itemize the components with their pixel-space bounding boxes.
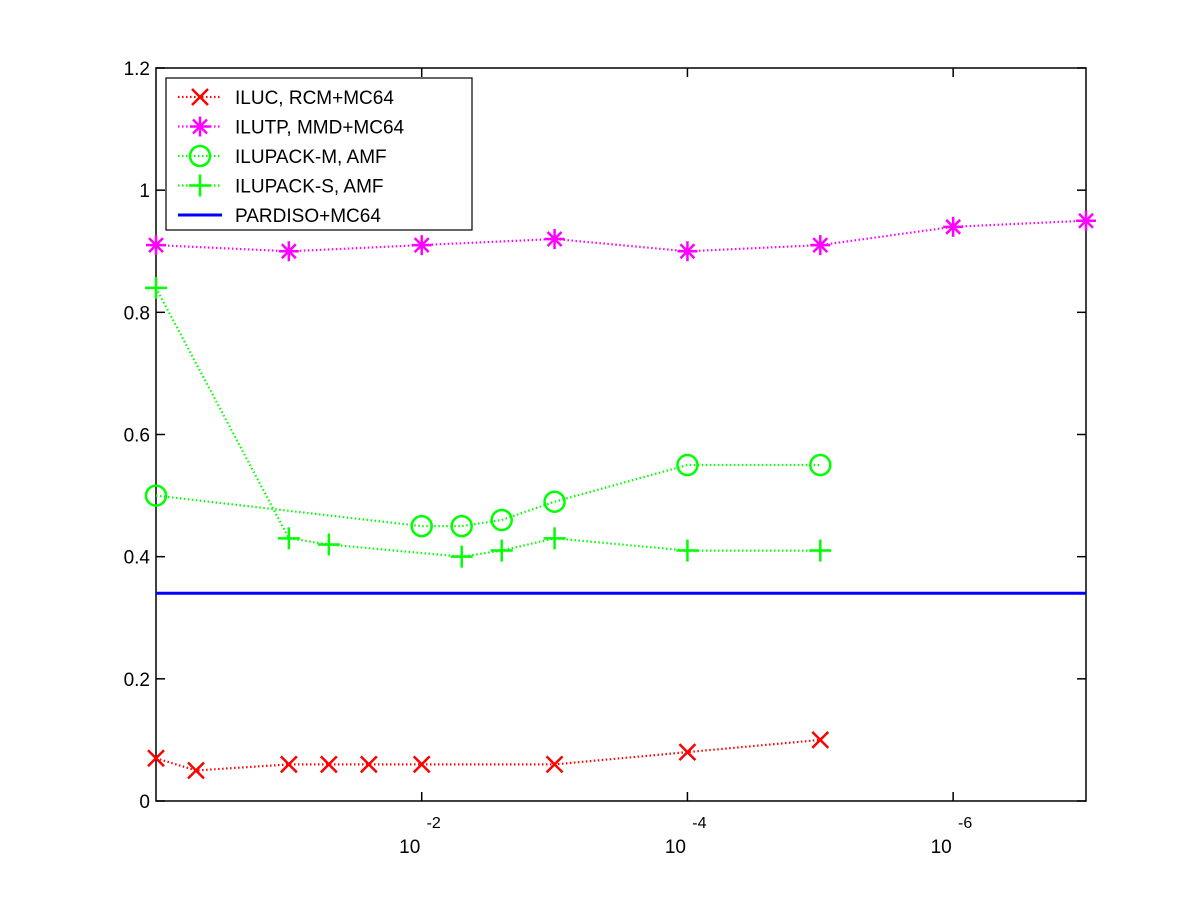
data-point-marker	[678, 743, 697, 762]
x-tick-label-exponent: -4	[692, 815, 706, 832]
legend-swatch-marker	[191, 88, 209, 106]
x-tick-label-base: 10	[665, 837, 686, 858]
data-point-marker	[490, 539, 513, 562]
data-point-marker	[319, 755, 338, 774]
legend-label: ILUC, RCM+MC64	[235, 88, 394, 109]
legend-entry: ILUPACK-M, AMF	[178, 144, 387, 168]
legend-entry: ILUTP, MMD+MC64	[178, 116, 405, 139]
data-point-marker	[317, 533, 340, 556]
legend-label: ILUTP, MMD+MC64	[235, 118, 405, 139]
y-tick-label: 0.4	[124, 548, 151, 569]
data-point-marker	[676, 539, 699, 562]
data-point-marker	[543, 490, 566, 513]
data-point-marker	[943, 216, 964, 237]
y-tick-label: 1.2	[124, 59, 150, 80]
y-tick-label: 1	[139, 181, 150, 202]
legend-entry: PARDISO+MC64	[178, 206, 381, 227]
legend-box	[165, 77, 473, 231]
data-point-marker	[809, 453, 832, 477]
legend-label: PARDISO+MC64	[235, 206, 381, 227]
legend-swatch-marker	[188, 144, 212, 168]
legend-entry: ILUC, RCM+MC64	[178, 88, 394, 109]
data-point-marker	[811, 731, 830, 749]
data-point-marker	[545, 755, 564, 774]
data-point-marker	[187, 761, 205, 780]
legend-label: ILUPACK-S, AMF	[235, 177, 384, 198]
data-point-marker	[1076, 210, 1096, 231]
data-point-marker	[278, 241, 299, 262]
axis-ticks	[156, 67, 1086, 802]
x-tick-label-exponent: -6	[958, 815, 972, 832]
series-line-0	[155, 738, 821, 772]
legend-swatch-marker	[190, 116, 210, 137]
data-point-marker	[144, 484, 168, 507]
series-line-1	[155, 219, 1087, 253]
y-tick-labels: 0 0.2 0.4 0.6 0.8 1 1.2	[124, 59, 151, 813]
y-tick-label: 0.2	[124, 670, 150, 691]
data-point-marker	[544, 229, 565, 250]
x-tick-labels: 10 -2 10 -4 10 -6	[399, 815, 972, 858]
legend-swatch-marker	[189, 174, 211, 197]
y-tick-label: 0	[139, 792, 150, 813]
data-point-marker	[450, 514, 473, 538]
x-tick-label-base: 10	[399, 837, 420, 858]
series-markers	[144, 210, 1096, 780]
data-point-marker	[543, 527, 566, 550]
data-point-marker	[410, 514, 433, 538]
data-point-marker	[147, 749, 165, 768]
data-point-marker	[676, 453, 699, 477]
data-point-marker	[810, 235, 831, 256]
data-point-marker	[359, 755, 378, 774]
legend: ILUC, RCM+MC64 ILUTP, MMD+MC64 ILUPACK-M, …	[165, 77, 473, 231]
x-tick-label-base: 10	[931, 837, 952, 858]
data-point-marker	[146, 235, 166, 256]
data-point-marker	[490, 508, 513, 532]
y-tick-label: 0.6	[124, 426, 150, 447]
data-point-marker	[277, 527, 300, 550]
legend-label: ILUPACK-M, AMF	[235, 147, 387, 168]
data-point-marker	[411, 235, 432, 256]
x-tick-label-exponent: -2	[427, 815, 441, 832]
series-lines	[155, 219, 1087, 772]
data-point-marker	[145, 276, 167, 299]
y-tick-label: 0.8	[124, 303, 150, 324]
data-point-marker	[279, 755, 298, 774]
data-point-marker	[412, 755, 431, 774]
data-point-marker	[809, 539, 832, 562]
data-point-marker	[677, 241, 698, 262]
legend-entry: ILUPACK-S, AMF	[178, 174, 384, 198]
data-point-marker	[450, 545, 473, 568]
